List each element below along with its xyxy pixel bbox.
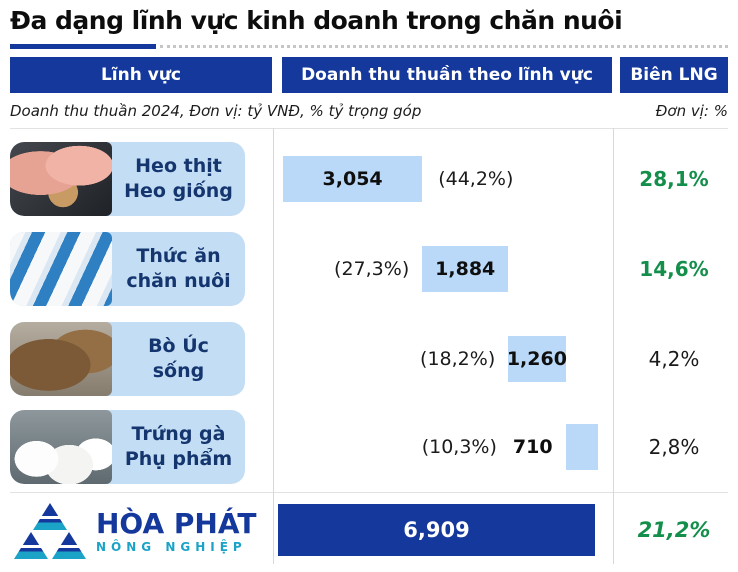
margin-value: 2,8% xyxy=(648,435,700,459)
revenue-value: 3,054 xyxy=(322,168,383,190)
sector-label-line1: Trứng gà xyxy=(131,423,226,446)
sector-photo xyxy=(10,322,112,396)
revenue-share: (10,3%) xyxy=(421,436,497,458)
header-sector: Lĩnh vực xyxy=(10,57,272,93)
title-rule-dotted xyxy=(160,45,728,48)
sector-label: Trứng gà Phụ phẩm xyxy=(112,410,245,484)
revenue-labels-left: (10,3%) 710 xyxy=(422,403,553,491)
sector-card: Bò Úc sống xyxy=(10,322,245,396)
revenue-value: 1,884 xyxy=(435,258,496,280)
total-top-divider xyxy=(10,492,728,493)
revenue-value: 710 xyxy=(512,436,553,458)
sector-label: Heo thịt Heo giống xyxy=(112,142,245,216)
sector-label-line2: chăn nuôi xyxy=(126,270,231,292)
revenue-labels-right: (44,2%) xyxy=(438,135,513,223)
sector-label: Thức ăn chăn nuôi xyxy=(112,232,245,306)
revenue-share: (44,2%) xyxy=(438,168,514,190)
body-top-divider xyxy=(10,128,728,129)
sector-label-line1: Heo thịt xyxy=(135,155,222,178)
column-divider-right xyxy=(613,128,614,564)
revenue-labels-left: (27,3%) xyxy=(334,225,409,313)
revenue-labels-left: (18,2%) xyxy=(420,315,495,403)
sector-card: Heo thịt Heo giống xyxy=(10,142,245,216)
sector-label-line2: Phụ phẩm xyxy=(124,448,233,470)
page-title: Đa dạng lĩnh vực kinh doanh trong chăn n… xyxy=(10,6,623,35)
header-revenue: Doanh thu thuần theo lĩnh vực xyxy=(282,57,612,93)
header-margin: Biên LNG xyxy=(620,57,728,93)
sector-label-line2: Heo giống xyxy=(124,180,233,202)
table-row: Thức ăn chăn nuôi 1,884 (27,3%) 14,6% xyxy=(0,225,738,313)
logo-division-name: NÔNG NGHIỆP xyxy=(96,539,247,554)
sector-label-line2: sống xyxy=(152,360,205,382)
margin-value: 4,2% xyxy=(648,347,700,371)
table-row: Trứng gà Phụ phẩm (10,3%) 710 2,8% xyxy=(0,403,738,491)
column-divider-left xyxy=(273,128,274,564)
sector-card: Trứng gà Phụ phẩm xyxy=(10,410,245,484)
sector-label-line1: Bò Úc xyxy=(148,335,209,358)
total-revenue-value: 6,909 xyxy=(403,518,470,542)
sector-photo xyxy=(10,142,112,216)
revenue-share: (18,2%) xyxy=(420,348,496,370)
revenue-bar: 3,054 xyxy=(283,156,423,202)
revenue-share: (27,3%) xyxy=(334,258,410,280)
total-revenue-bar: 6,909 xyxy=(278,504,595,556)
sector-label-line1: Thức ăn xyxy=(136,245,221,268)
total-margin-value: 21,2% xyxy=(637,518,711,542)
unit-note-margin: Đơn vị: % xyxy=(655,102,728,120)
margin-value: 28,1% xyxy=(639,167,709,191)
total-row: HÒA PHÁT NÔNG NGHIỆP 6,909 21,2% xyxy=(0,500,738,562)
margin-value: 14,6% xyxy=(639,257,709,281)
hoa-phat-logo: HÒA PHÁT NÔNG NGHIỆP xyxy=(14,502,256,560)
title-rule-solid xyxy=(10,44,156,49)
sector-photo xyxy=(10,232,112,306)
sector-label: Bò Úc sống xyxy=(112,322,245,396)
sector-photo xyxy=(10,410,112,484)
revenue-bar: 1,884 xyxy=(422,246,509,292)
unit-note-revenue: Doanh thu thuần 2024, Đơn vị: tỷ VNĐ, % … xyxy=(10,102,422,120)
revenue-bar xyxy=(565,424,598,470)
revenue-value: 1,260 xyxy=(506,348,567,370)
sector-card: Thức ăn chăn nuôi xyxy=(10,232,245,306)
table-row: Bò Úc sống 1,260 (18,2%) 4,2% xyxy=(0,315,738,403)
table-body: Heo thịt Heo giống 3,054 (44,2%) 28,1% T… xyxy=(0,128,738,492)
revenue-bar: 1,260 xyxy=(506,336,567,382)
table-row: Heo thịt Heo giống 3,054 (44,2%) 28,1% xyxy=(0,135,738,223)
triangle-logo-icon xyxy=(14,503,86,559)
logo-brand-name: HÒA PHÁT xyxy=(96,506,257,540)
